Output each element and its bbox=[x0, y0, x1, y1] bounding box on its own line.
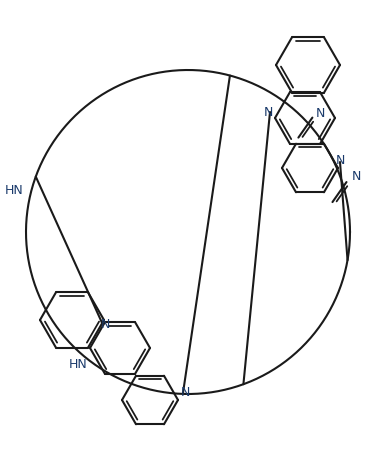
Text: N: N bbox=[352, 169, 361, 183]
Text: N: N bbox=[316, 107, 325, 120]
Text: HN: HN bbox=[5, 184, 24, 196]
Text: HN: HN bbox=[68, 358, 87, 371]
Text: N: N bbox=[100, 319, 110, 331]
Text: N: N bbox=[180, 386, 190, 398]
Text: N: N bbox=[263, 106, 273, 118]
Text: N: N bbox=[335, 153, 345, 167]
